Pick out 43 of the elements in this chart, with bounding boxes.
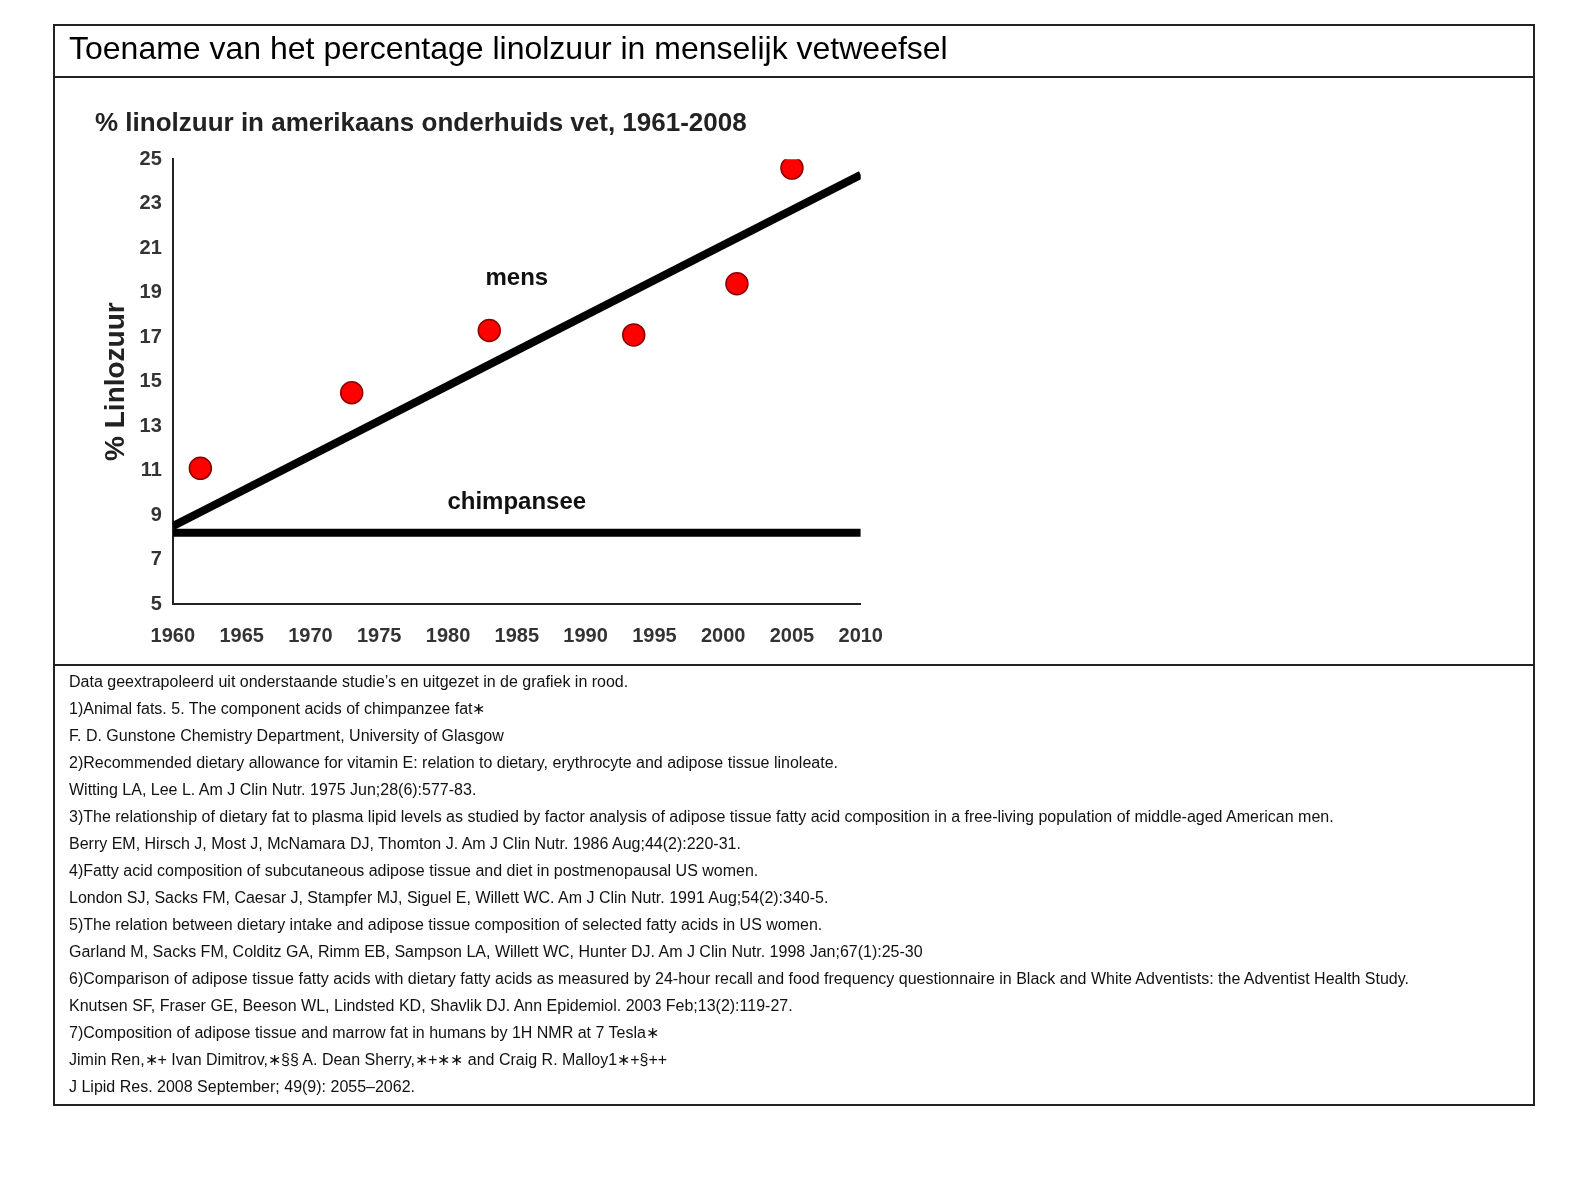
x-tick-label: 1965 [219, 623, 264, 646]
y-tick-label: 7 [150, 547, 162, 570]
x-tick-label: 2005 [769, 623, 815, 646]
text: Data geextrapoleerd uit onderstaande studie’s en uitgezet in de grafiek in rood. [69, 672, 630, 692]
chart-subtitle: % linolzuur in amerikaans onderhuids vet, 1961-2008 [95, 106, 747, 137]
x-tick-label: 1985 [494, 623, 540, 646]
y-tick-label: 15 [139, 369, 162, 392]
y-axis-title: % Linlozuur [98, 302, 130, 461]
x-tick-label: 1975 [356, 623, 402, 646]
text: 4)Fatty acid composition of subcutaneous adipose tissue and diet in postmenopausal US women. [69, 861, 760, 881]
text: 5)The relation between dietary intake and adipose tissue composition of selected fatty acids in US women. [69, 915, 824, 935]
x-tick-label: 1980 [425, 623, 471, 646]
text: 1)Animal fats. 5. The component acids of chimpanzee fat∗ [69, 699, 487, 719]
text: Witting LA, Lee L. Am J Clin Nutr. 1975 Jun;28(6):577-83. [69, 780, 478, 800]
y-tick-label: 21 [139, 235, 162, 258]
x-tick-label: 1990 [563, 623, 608, 646]
text: London SJ, Sacks FM, Caesar J, Stampfer MJ, Siguel E, Willett WC. Am J Clin Nutr. 1991 Aug;54(2):340-5. [69, 888, 830, 908]
text: Jimin Ren,∗+ Ivan Dimitrov,∗§§ A. Dean Sherry,∗+∗∗ and Craig R. Malloy1∗+§++ [69, 1050, 669, 1070]
y-tick-label: 9 [150, 502, 162, 525]
y-tick-label: 11 [140, 458, 162, 481]
text: J Lipid Res. 2008 September; 49(9): 2055–2062. [69, 1077, 416, 1097]
y-tick-label: 5 [150, 591, 162, 614]
x-tick-label: 1970 [288, 623, 333, 646]
chart-title: Toename van het percentage linolzuur in menselijk vetweefsel [55, 26, 1533, 78]
text: 2)Recommended dietary allowance for vitamin E: relation to dietary, erythrocyte and adipose tissue linoleate. [69, 753, 839, 773]
x-tick-label: 1960 [150, 623, 196, 646]
text: 3)The relationship of dietary fat to plasma lipid levels as studied by factor analysis of adipose tissue fatty acid composition in a free-living population of middle-aged American men. [69, 807, 1335, 827]
text: F. D. Gunstone Chemistry Department, University of Glasgow [69, 726, 505, 746]
y-tick-label: 19 [139, 280, 162, 303]
y-tick-label: 23 [139, 191, 162, 214]
x-tick-label: 1995 [632, 623, 677, 646]
text: Berry EM, Hirsch J, Most J, McNamara DJ, Thomton J. Am J Clin Nutr. 1986 Aug;44(2):220-31. [69, 834, 742, 854]
series-label: chimpansee [447, 487, 587, 515]
text: Knutsen SF, Fraser GE, Beeson WL, Lindsted KD, Shavlik DJ. Ann Epidemiol. 2003 Feb;13(2):119-27. [69, 996, 794, 1016]
text: Garland M, Sacks FM, Colditz GA, Rimm EB, Sampson LA, Willett WC, Hunter DJ. Am J Clin Nutr. 1998 Jan;67(1):25-30 [69, 942, 924, 962]
x-tick-label: 2010 [838, 623, 883, 646]
series-label: mens [485, 263, 549, 291]
y-tick-label: 25 [139, 146, 162, 169]
text: 7)Composition of adipose tissue and marrow fat in humans by 1H NMR at 7 Tesla∗ [69, 1023, 660, 1043]
y-tick-label: 17 [139, 324, 162, 347]
y-tick-label: 13 [139, 413, 162, 436]
x-tick-label: 2000 [700, 623, 746, 646]
text: 6)Comparison of adipose tissue fatty acids with dietary fatty acids as measured by 24-hour recall and food frequency questionnaire in Black and White Adventists: the Adventist Health Study. [69, 969, 1410, 989]
